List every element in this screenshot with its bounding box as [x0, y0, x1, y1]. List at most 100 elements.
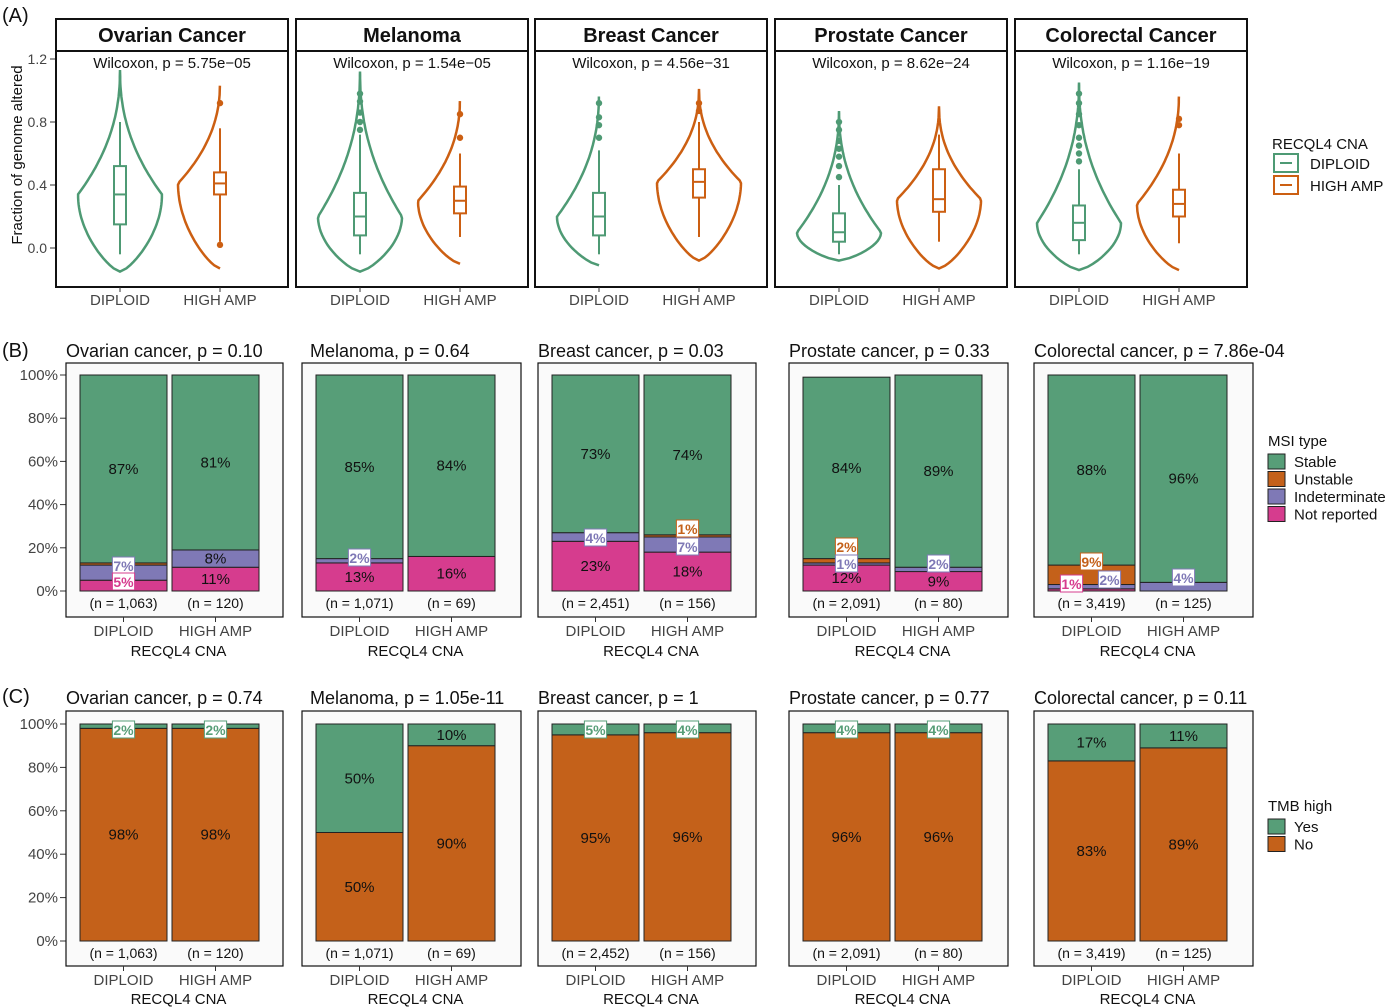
violin-xtick-label: HIGH AMP — [183, 292, 256, 309]
data-label: 84% — [831, 460, 861, 477]
data-label: 2% — [836, 539, 857, 555]
violin-shape — [76, 69, 164, 274]
x-axis-label: RECQL4 CNA — [131, 643, 227, 660]
x-axis-label: RECQL4 CNA — [1100, 643, 1196, 660]
violin-legend-label: DIPLOID — [1310, 156, 1370, 173]
bar-segment — [79, 374, 168, 564]
violin-xtick-label: DIPLOID — [1049, 292, 1109, 309]
legend-title: TMB high — [1268, 798, 1332, 815]
violin-box — [832, 212, 846, 243]
facet-title: Ovarian cancer, p = 0.74 — [66, 688, 263, 708]
data-label: 2% — [205, 722, 226, 738]
sample-size: (n = 2,451) — [561, 595, 629, 611]
violin-outlier — [835, 173, 843, 181]
facet-strip — [55, 18, 289, 52]
data-label-box — [926, 554, 951, 573]
legend-label: Unstable — [1294, 472, 1353, 489]
violin-xtick-label: HIGH AMP — [423, 292, 496, 309]
legend-label: Indeterminate — [1294, 489, 1386, 506]
data-label: 17% — [1076, 734, 1106, 751]
bar-segment — [171, 727, 260, 942]
violin-xtick-label: DIPLOID — [330, 292, 390, 309]
violin-box — [692, 168, 706, 199]
violin-outlier — [356, 90, 364, 97]
bar-segment — [643, 732, 732, 942]
xtick-label: DIPLOID — [816, 623, 876, 640]
facet-plot-area — [55, 50, 289, 288]
data-label: 18% — [672, 564, 702, 581]
bar-segment — [407, 745, 496, 942]
data-label-box — [675, 720, 700, 739]
legend-label: Not reported — [1294, 507, 1377, 524]
xtick-label: DIPLOID — [1061, 972, 1121, 989]
facet-plot-area — [534, 50, 768, 288]
violin-outlier — [835, 162, 843, 170]
legend-label: Yes — [1294, 819, 1318, 836]
data-label: 5% — [585, 722, 606, 738]
msi-panel: 0% 20% 40% 60% 80% 100% Ovarian cancer, p = 0.… — [20, 341, 1386, 660]
bar-segment — [894, 732, 983, 942]
facet-title: Ovarian cancer, p = 0.10 — [66, 341, 263, 361]
data-label: 12% — [831, 570, 861, 587]
data-label: 74% — [672, 447, 702, 464]
facet-title: Colorectal Cancer — [1045, 25, 1216, 47]
legend-swatch — [1267, 836, 1286, 852]
data-label-box — [347, 548, 372, 567]
xtick-label: HIGH AMP — [415, 972, 488, 989]
data-label: 4% — [585, 530, 606, 546]
ytick-label: 40% — [28, 497, 58, 514]
x-axis-label: RECQL4 CNA — [855, 991, 951, 1008]
violin-outlier — [695, 107, 703, 115]
sample-size: (n = 3,419) — [1057, 595, 1125, 611]
sample-size: (n = 69) — [427, 595, 476, 611]
violin-outlier — [835, 153, 843, 160]
data-label: 1% — [1061, 576, 1082, 592]
x-axis-label: RECQL4 CNA — [855, 643, 951, 660]
xtick-label: DIPLOID — [816, 972, 876, 989]
facet-title: Colorectal cancer, p = 0.11 — [1034, 688, 1247, 708]
violin-shape — [176, 85, 222, 270]
facet-title: Breast Cancer — [583, 25, 719, 47]
panel-label-c: (C) — [2, 686, 30, 708]
violin-outlier — [835, 145, 843, 152]
data-label: 11% — [201, 571, 230, 588]
bar-segment — [1047, 760, 1136, 942]
sample-size: (n = 2,091) — [812, 945, 880, 961]
bar-segment — [1139, 723, 1228, 749]
sample-size: (n = 2,452) — [561, 945, 629, 961]
violin-outlier — [356, 118, 364, 126]
violin-shape — [416, 101, 462, 265]
violin-shape — [1035, 82, 1123, 272]
data-label: 83% — [1076, 843, 1106, 860]
data-label: 11% — [1169, 728, 1198, 745]
x-axis-label: RECQL4 CNA — [368, 643, 464, 660]
panel-label-a: (A) — [2, 5, 29, 27]
data-label: 96% — [831, 829, 861, 846]
violin-xtick-label: DIPLOID — [569, 292, 629, 309]
data-label-box — [834, 554, 859, 573]
bar-segment — [79, 727, 168, 942]
violin-shape — [895, 106, 983, 270]
data-label: 2% — [113, 722, 134, 738]
bar-segment — [894, 374, 983, 568]
facet-plot-area — [1014, 50, 1248, 288]
sample-size: (n = 80) — [914, 945, 963, 961]
violin-ylabel: Fraction of genome altered — [9, 65, 26, 244]
data-label-box — [1097, 570, 1122, 589]
data-label: 89% — [1168, 836, 1198, 853]
xtick-label: HIGH AMP — [651, 623, 724, 640]
data-label: 16% — [436, 566, 466, 583]
ytick-label: 20% — [28, 890, 58, 907]
violin-outlier — [1075, 99, 1083, 107]
data-label-box — [203, 720, 228, 739]
bar-segment — [551, 540, 640, 592]
wilcoxon-test: Wilcoxon, p = 1.16e−19 — [1052, 55, 1210, 72]
ytick-label: 60% — [28, 803, 58, 820]
violin-xtick-label: HIGH AMP — [902, 292, 975, 309]
data-label: 7% — [677, 539, 698, 555]
violin-outlier — [1075, 121, 1083, 129]
violin-xtick-label: DIPLOID — [90, 292, 150, 309]
data-label: 5% — [113, 574, 134, 590]
facet-title: Breast cancer, p = 0.03 — [538, 341, 724, 361]
